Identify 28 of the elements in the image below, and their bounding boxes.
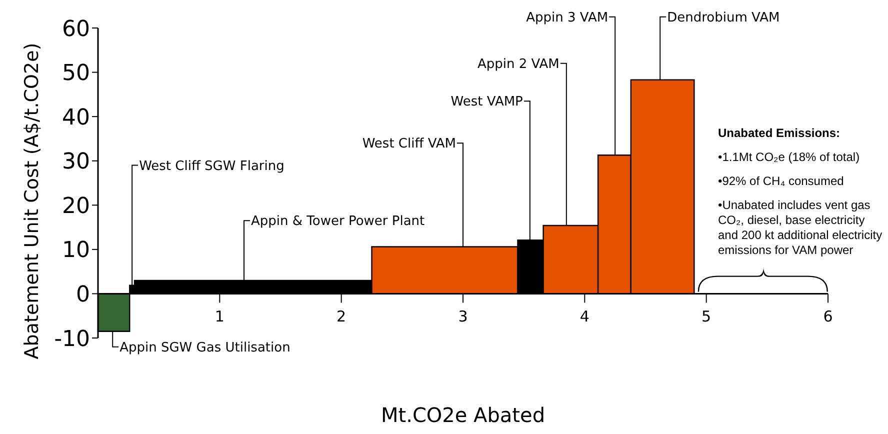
annotation: West Cliff SGW Flaring [139, 158, 284, 174]
annotation: •92% of CH₄ consumed [718, 174, 845, 189]
x-tick-label: 4 [580, 308, 590, 326]
annotation: Unabated Emissions: [718, 126, 842, 141]
x-tick-label: 1 [214, 308, 224, 326]
y-tick-label: 60 [62, 16, 90, 42]
y-tick-label: 10 [62, 238, 90, 264]
annotation: •1.1Mt CO₂e (18% of total) [718, 150, 861, 165]
y-tick-label: -10 [54, 326, 90, 352]
x-tick-label: 6 [823, 308, 833, 326]
annotation: Appin & Tower Power Plant [251, 214, 425, 230]
annotation: West VAMP [450, 94, 524, 110]
annotation: Appin 3 VAM [526, 10, 608, 26]
annotation: Dendrobium VAM [667, 10, 780, 26]
annotation: West Cliff VAM [362, 136, 456, 152]
y-tick-label: 0 [76, 282, 90, 308]
y-tick-label: 40 [62, 105, 90, 130]
y-axis-title: Abatement Unit Cost (A$/t.CO2e) [21, 42, 43, 360]
x-tick-label: 5 [702, 308, 712, 326]
y-tick-label: 50 [62, 61, 90, 86]
y-tick-label: 20 [62, 194, 90, 219]
annotation: Appin 2 VAM [477, 56, 560, 72]
annotation: Appin SGW Gas Utilisation [120, 340, 290, 356]
x-tick-label: 2 [336, 308, 346, 326]
x-axis-title: Mt.CO2e Abated [380, 403, 546, 427]
y-tick-label: 30 [62, 150, 90, 175]
annotation: •Unabated includes vent gas CO₂, diesel, base electricity and 200 kt additional electricity emissions for VAM power [718, 198, 884, 258]
x-tick-label: 3 [458, 308, 468, 326]
